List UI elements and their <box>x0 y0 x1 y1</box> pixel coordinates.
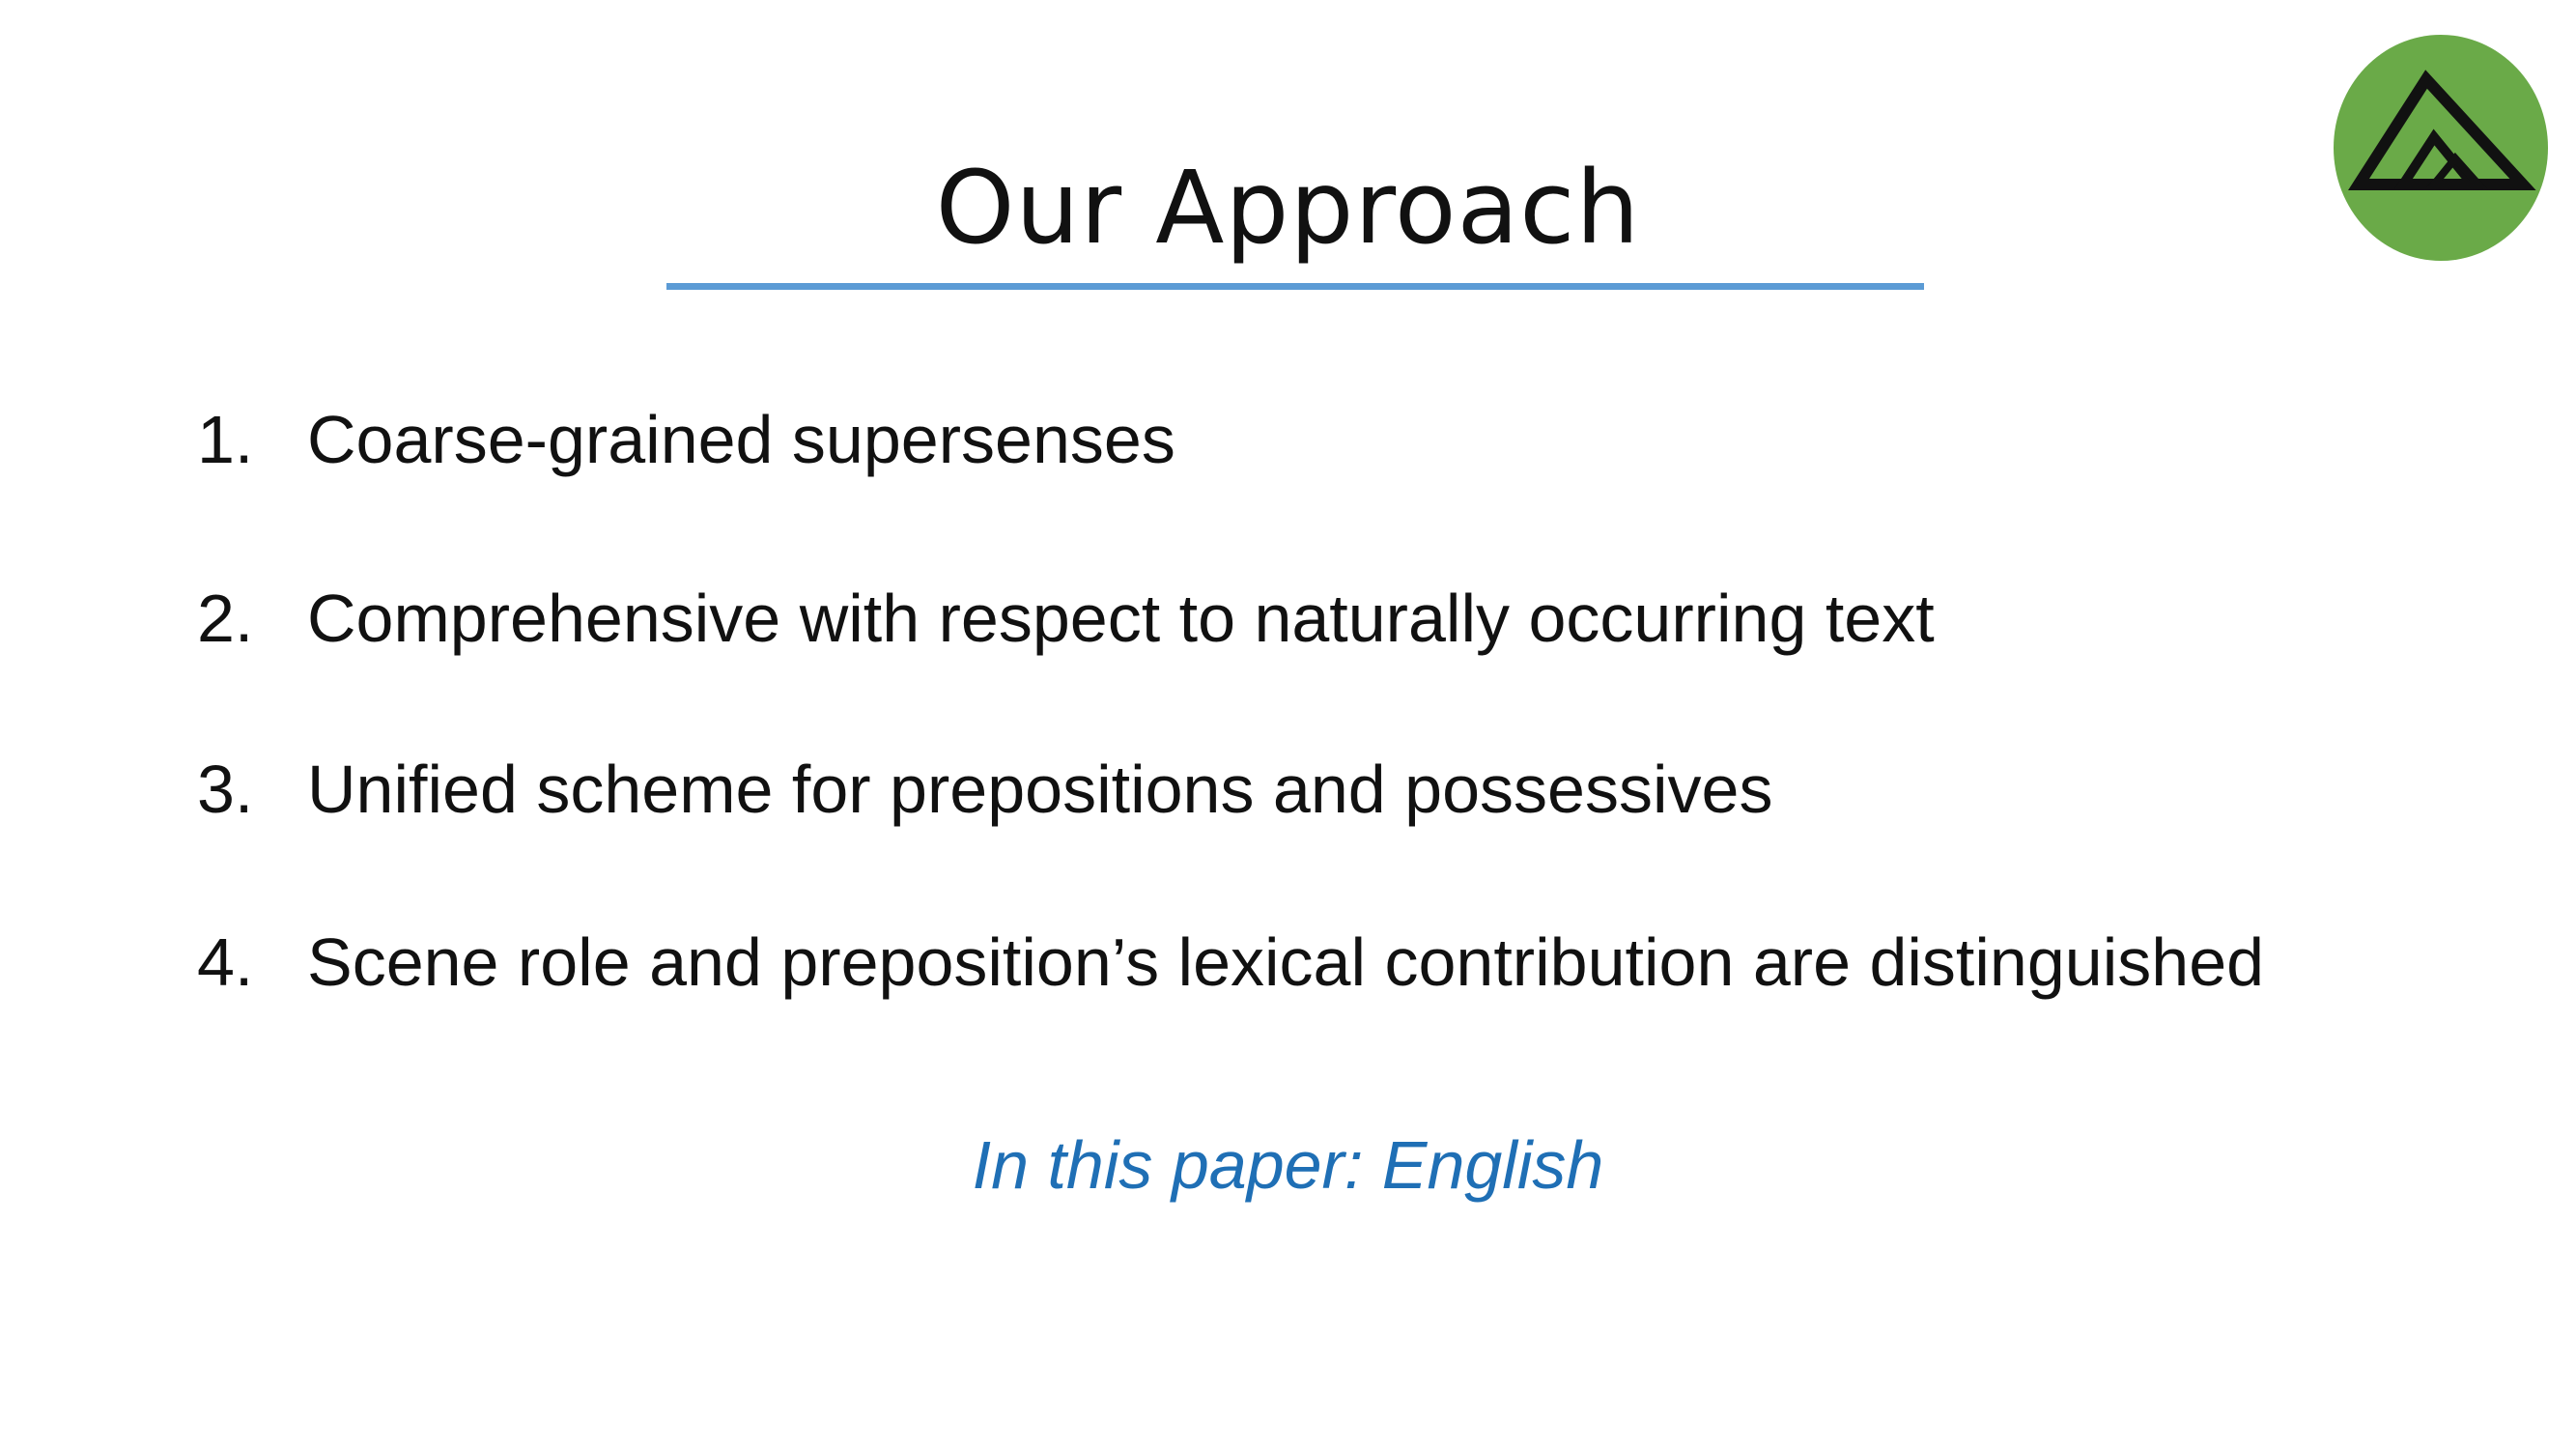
list-item-text: Scene role and preposition’s lexical con… <box>307 924 2265 1000</box>
mountain-triangle-logo-icon <box>2334 35 2548 261</box>
list-item: 1. Coarse-grained supersenses <box>197 399 1175 480</box>
list-item: 2. Comprehensive with respect to naturall… <box>197 578 1935 659</box>
slide-title: Our Approach <box>935 149 1641 267</box>
title-underline <box>666 283 1924 290</box>
language-note: In this paper: English <box>972 1127 1604 1203</box>
list-item-number: 1. <box>197 402 254 477</box>
list-item: 4. Scene role and preposition’s lexical c… <box>197 922 2264 1003</box>
list-item-text: Comprehensive with respect to naturally … <box>307 581 1935 656</box>
list-item-number: 4. <box>197 924 254 1000</box>
list-item-number: 2. <box>197 581 254 656</box>
list-item-number: 3. <box>197 752 254 827</box>
list-item: 3. Unified scheme for prepositions and po… <box>197 749 1772 830</box>
list-item-text: Coarse-grained supersenses <box>307 402 1175 477</box>
list-item-text: Unified scheme for prepositions and poss… <box>307 752 1773 827</box>
